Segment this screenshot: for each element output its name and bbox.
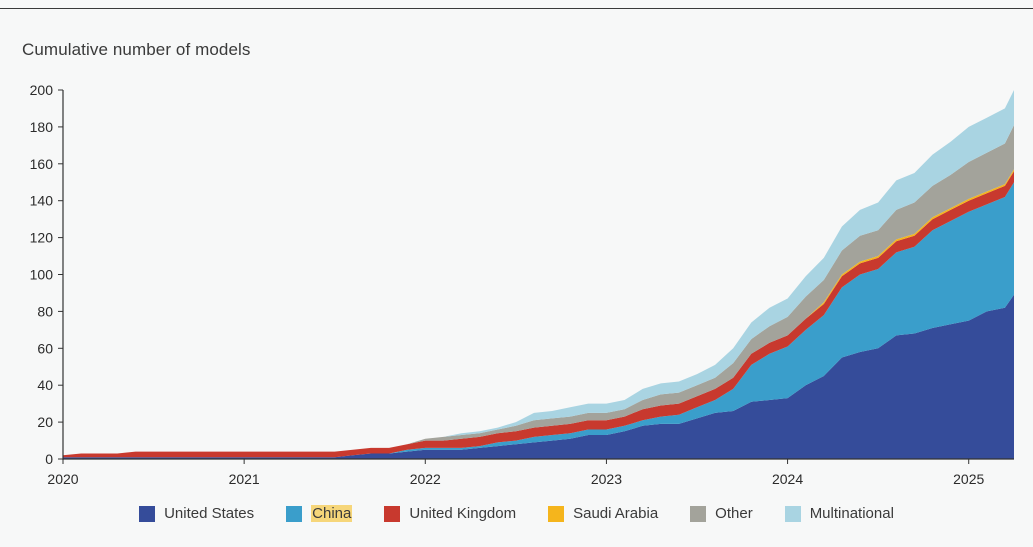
legend-label: Other (715, 505, 753, 522)
legend-swatch (286, 505, 303, 522)
x-tick-label: 2022 (410, 471, 441, 487)
legend-item: United States (139, 505, 254, 522)
legend-swatch (384, 505, 401, 522)
y-tick-label: 120 (30, 230, 54, 246)
legend-item: Saudi Arabia (548, 505, 658, 522)
y-tick-label: 80 (37, 303, 53, 319)
legend-swatch (139, 505, 156, 522)
x-tick-label: 2024 (772, 471, 803, 487)
area-other (63, 125, 1014, 456)
area-united-kingdom (63, 171, 1014, 458)
legend-label: Saudi Arabia (573, 505, 659, 522)
x-tick-label: 2020 (47, 471, 78, 487)
y-tick-label: 200 (30, 82, 54, 98)
legend-item: China (286, 505, 353, 522)
legend-item: Other (690, 505, 753, 522)
legend-swatch (548, 505, 565, 522)
legend: United States China United Kingdom Saudi Ar… (0, 505, 1033, 522)
y-tick-label: 0 (45, 451, 53, 467)
x-tick-label: 2021 (229, 471, 260, 487)
x-tick-label: 2023 (591, 471, 622, 487)
y-tick-label: 100 (30, 267, 54, 283)
x-tick-label: 2025 (953, 471, 984, 487)
legend-label: United States (164, 505, 255, 522)
y-tick-label: 20 (37, 414, 53, 430)
chart-title: Cumulative number of models (22, 40, 251, 59)
y-tick-label: 140 (30, 193, 54, 209)
legend-label: United Kingdom (409, 505, 517, 522)
area-multinational (63, 90, 1014, 456)
y-tick-label: 160 (30, 156, 54, 172)
legend-swatch (784, 505, 801, 522)
axes: 0 20 40 60 80 100 120 140 160 180 200 2020 2021 2022 2… (30, 82, 1014, 487)
y-tick-label: 40 (37, 377, 53, 393)
area-china (63, 182, 1014, 458)
legend-label: China (311, 505, 353, 522)
series-areas (63, 90, 1014, 459)
y-tick-label: 180 (30, 119, 54, 135)
area-united-states (63, 294, 1014, 459)
legend-label: Multinational (809, 505, 894, 522)
top-rule (0, 8, 1033, 9)
legend-item: United Kingdom (384, 505, 516, 522)
legend-swatch (690, 505, 707, 522)
legend-item: Multinational (784, 505, 894, 522)
y-tick-label: 60 (37, 340, 53, 356)
